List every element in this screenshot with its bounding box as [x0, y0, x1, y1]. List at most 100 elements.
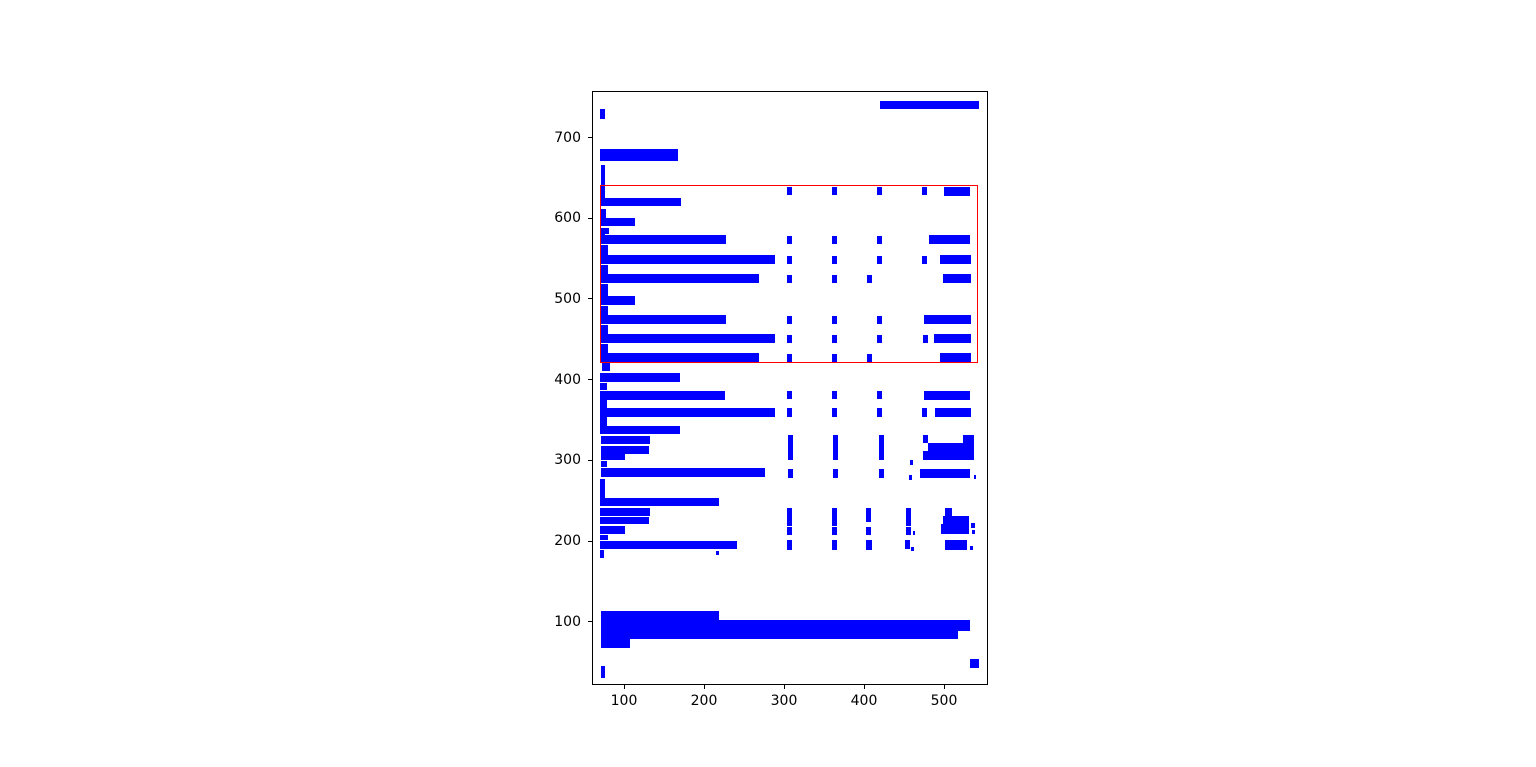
x-tick-mark — [703, 685, 705, 689]
x-tick-label: 100 — [610, 693, 638, 709]
layout-box — [831, 526, 837, 535]
layout-box — [880, 100, 979, 110]
layout-box — [831, 408, 837, 417]
layout-box — [601, 468, 766, 478]
layout-box — [877, 408, 883, 417]
layout-box — [601, 296, 636, 305]
layout-box — [787, 507, 793, 527]
layout-box — [906, 507, 911, 527]
layout-box — [601, 353, 759, 363]
layout-box — [867, 353, 872, 363]
layout-box — [942, 516, 970, 525]
layout-box — [600, 197, 682, 206]
layout-box — [866, 540, 872, 550]
layout-box — [831, 391, 837, 400]
layout-box — [600, 416, 607, 426]
layout-box — [600, 540, 737, 550]
y-tick-label: 700 — [554, 129, 581, 146]
layout-box — [787, 391, 792, 400]
layout-box — [600, 479, 606, 498]
layout-box — [923, 315, 971, 325]
layout-box — [787, 526, 793, 535]
layout-box — [718, 620, 971, 631]
layout-box — [923, 390, 971, 400]
layout-box — [879, 434, 885, 443]
plot-area: 100 200 300 400 500 100 200 300 400 500 600 700 — [554, 91, 988, 709]
layout-box — [787, 315, 792, 325]
layout-box — [601, 460, 607, 468]
layout-box — [601, 245, 609, 256]
layout-box — [877, 391, 883, 400]
layout-box — [866, 507, 872, 522]
layout-box — [600, 109, 605, 120]
x-tick-label: 300 — [770, 693, 798, 709]
layout-box — [912, 531, 916, 536]
layout-box — [929, 235, 971, 245]
layout-box — [787, 408, 792, 417]
layout-box — [600, 526, 625, 535]
layout-box — [601, 666, 605, 678]
layout-box — [933, 334, 971, 344]
y-tick-mark — [588, 459, 592, 461]
y-tick-mark — [588, 379, 592, 381]
layout-box — [942, 274, 971, 284]
layout-boxes-layer — [593, 92, 987, 684]
y-tick-mark — [588, 540, 592, 542]
layout-box — [601, 306, 609, 316]
layout-box — [922, 408, 928, 417]
layout-box — [601, 611, 719, 639]
layout-box — [600, 399, 607, 409]
layout-box — [600, 425, 681, 434]
layout-box — [601, 454, 625, 460]
layout-box — [970, 659, 979, 668]
layout-box — [831, 334, 837, 344]
x-tick-mark — [863, 685, 865, 689]
layout-box — [831, 315, 837, 325]
layout-box — [600, 228, 605, 236]
layout-box — [600, 187, 605, 199]
layout-box — [600, 550, 604, 559]
layout-box — [601, 284, 609, 296]
y-tick-label: 500 — [554, 290, 581, 307]
x-tick-mark — [783, 685, 785, 689]
layout-box — [877, 255, 883, 265]
layout-box — [908, 474, 912, 480]
highlight-rect — [599, 184, 979, 363]
layout-box — [970, 546, 973, 551]
layout-box — [831, 255, 837, 265]
layout-box — [787, 443, 793, 460]
layout-box — [600, 497, 719, 506]
layout-box — [787, 334, 792, 344]
layout-box — [877, 334, 883, 344]
x-tick-mark — [623, 685, 625, 689]
layout-box — [601, 325, 609, 335]
y-tick-label: 400 — [554, 371, 581, 388]
layout-box — [601, 446, 650, 454]
layout-box — [600, 373, 680, 382]
layout-box — [600, 165, 606, 188]
layout-box — [605, 227, 609, 235]
x-tick-label: 500 — [930, 693, 958, 709]
layout-box — [715, 551, 719, 555]
layout-box — [787, 187, 792, 196]
y-tick-label: 600 — [554, 210, 581, 227]
layout-box — [935, 408, 971, 417]
layout-box — [787, 468, 793, 479]
layout-box — [601, 334, 775, 344]
layout-box — [601, 363, 610, 371]
layout-box — [831, 507, 837, 527]
layout-box — [879, 468, 885, 479]
layout-box — [922, 187, 928, 196]
layout-box — [940, 255, 971, 265]
layout-box — [920, 469, 971, 478]
layout-box — [945, 539, 968, 550]
y-tick-label: 200 — [554, 533, 581, 549]
layout-box — [787, 255, 792, 265]
layout-box — [600, 149, 678, 161]
layout-box — [601, 255, 775, 265]
layout-box — [922, 434, 928, 443]
x-tick-mark — [943, 685, 945, 689]
layout-box — [833, 434, 839, 443]
layout-box — [833, 443, 839, 460]
layout-box — [600, 516, 650, 524]
